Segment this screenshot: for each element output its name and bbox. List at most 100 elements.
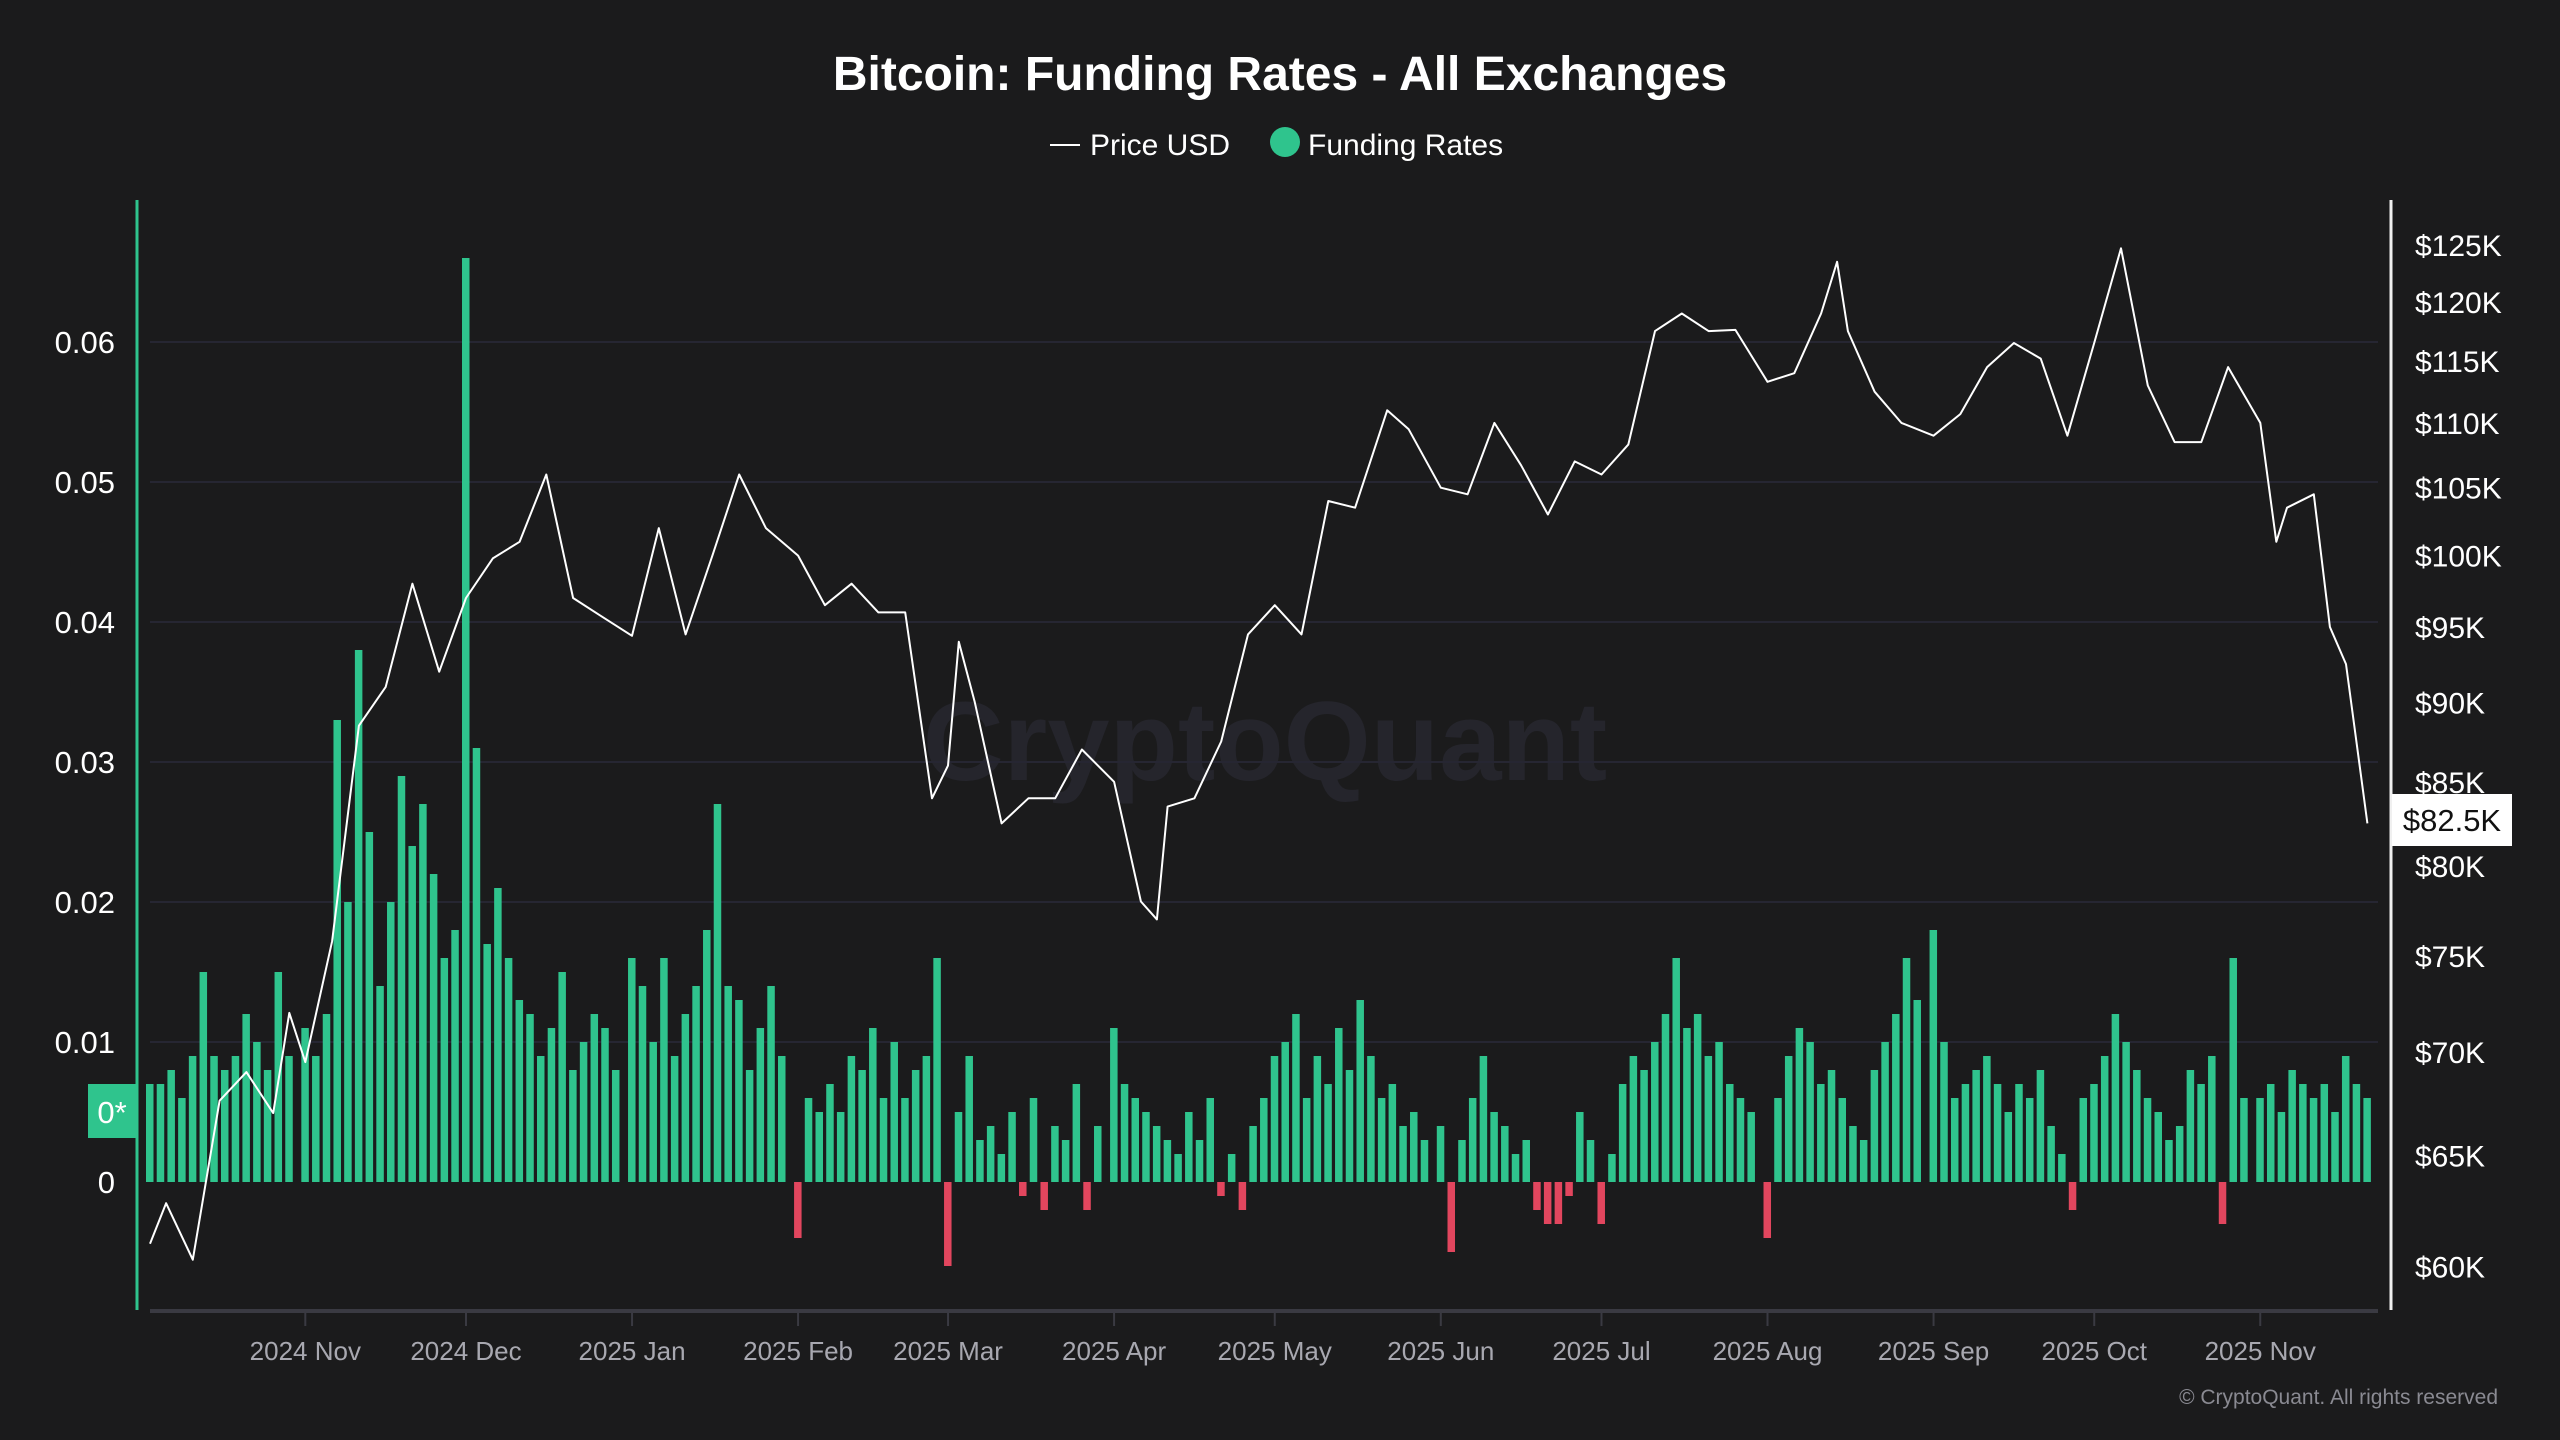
x-axis-ticks: 2024 Nov 2024 Dec 2025 Jan 2025 Feb 2025 Mar… <box>250 1313 2316 1366</box>
funding-bar <box>1040 1182 1048 1210</box>
funding-bar <box>804 1098 813 1182</box>
funding-bar <box>1356 1000 1364 1182</box>
legend: Price USD Funding Rates <box>1050 127 1503 162</box>
x-tick-label: 2025 Apr <box>1062 1336 1166 1366</box>
funding-bar <box>156 1084 165 1182</box>
funding-bar <box>2025 1098 2034 1182</box>
current-price-marker: $82.5K <box>2392 794 2512 846</box>
right-tick-label: $65K <box>2415 1140 2485 1173</box>
x-tick-label: 2025 Aug <box>1713 1336 1823 1366</box>
funding-bar <box>451 930 459 1182</box>
funding-bar <box>1302 1098 1311 1182</box>
funding-bar <box>815 1112 823 1182</box>
funding-bar <box>199 972 208 1182</box>
funding-bar <box>778 1056 786 1182</box>
funding-bar <box>2309 1098 2318 1182</box>
funding-bar <box>579 1042 588 1182</box>
funding-bar <box>263 1070 272 1182</box>
funding-bar <box>1008 1112 1016 1182</box>
funding-bar <box>638 986 647 1182</box>
right-tick-label: $115K <box>2415 346 2500 379</box>
funding-bar <box>2186 1070 2195 1182</box>
funding-bar <box>1185 1112 1193 1182</box>
funding-bar <box>869 1028 877 1182</box>
funding-bar <box>312 1056 320 1182</box>
funding-bar <box>2320 1084 2329 1182</box>
funding-bar <box>1704 1056 1713 1182</box>
funding-bar <box>933 958 941 1182</box>
funding-bar <box>1479 1056 1488 1182</box>
funding-bar <box>890 1042 898 1182</box>
current-funding-label: 0* <box>97 1095 126 1130</box>
funding-bar <box>1715 1042 1723 1182</box>
chart-title: Bitcoin: Funding Rates - All Exchanges <box>833 48 1727 101</box>
funding-bar <box>1420 1140 1429 1182</box>
funding-bar <box>1940 1042 1948 1182</box>
funding-bar <box>547 1028 556 1182</box>
funding-bar <box>997 1154 1006 1182</box>
funding-bar <box>504 958 513 1182</box>
funding-bar <box>1072 1084 1081 1182</box>
left-axis-ticks: 0 0.01 0.02 0.03 0.04 0.05 0.06 <box>55 325 115 1200</box>
right-tick-label: $90K <box>2415 687 2485 720</box>
funding-bar <box>408 846 416 1182</box>
right-tick-label: $110K <box>2415 408 2500 441</box>
funding-bar <box>2363 1098 2371 1182</box>
funding-bar <box>670 1056 679 1182</box>
funding-bar <box>1640 1070 1648 1182</box>
funding-bar <box>628 958 636 1182</box>
current-price-box <box>2392 794 2512 846</box>
funding-bar <box>1565 1182 1573 1196</box>
funding-bar <box>649 1042 657 1182</box>
current-funding-box <box>88 1084 137 1138</box>
funding-bar <box>858 1070 866 1182</box>
funding-bar <box>2266 1084 2275 1182</box>
funding-bar <box>2197 1084 2205 1182</box>
funding-bar <box>2058 1154 2066 1182</box>
funding-bar <box>1410 1112 1418 1182</box>
left-tick-label: 0.02 <box>55 885 115 920</box>
funding-bar <box>1859 1140 1868 1182</box>
funding-bar <box>1806 1042 1814 1182</box>
funding-bar <box>1019 1182 1027 1196</box>
funding-bar <box>2047 1126 2055 1182</box>
current-funding-marker: 0* <box>88 1084 137 1138</box>
funding-bar <box>713 804 722 1182</box>
funding-bar <box>1576 1112 1584 1182</box>
funding-bar <box>1736 1098 1745 1182</box>
funding-bar <box>1629 1056 1638 1182</box>
funding-bar <box>2229 958 2237 1182</box>
funding-bar <box>2111 1014 2120 1182</box>
funding-bar <box>681 1014 690 1182</box>
funding-bar <box>1511 1154 1520 1182</box>
funding-bar <box>2256 1098 2264 1182</box>
x-tick-label: 2025 Mar <box>893 1336 1003 1366</box>
funding-bar <box>344 902 352 1182</box>
funding-bar <box>1458 1140 1466 1182</box>
funding-bar <box>1961 1084 1970 1182</box>
right-tick-label: $70K <box>2415 1037 2485 1070</box>
funding-bar <box>472 748 481 1182</box>
funding-bar <box>376 986 384 1182</box>
funding-bar <box>146 1084 154 1182</box>
funding-bar <box>515 1000 524 1182</box>
funding-bar <box>1094 1126 1102 1182</box>
x-tick-label: 2024 Dec <box>410 1336 521 1366</box>
legend-item-funding[interactable]: Funding Rates <box>1270 127 1503 162</box>
funding-bar <box>494 888 502 1182</box>
funding-bar <box>1929 930 1938 1182</box>
funding-bar <box>1881 1042 1889 1182</box>
funding-bar <box>1902 958 1911 1182</box>
funding-bar <box>167 1070 175 1182</box>
funding-bar <box>2090 1084 2098 1182</box>
funding-bar <box>1817 1084 1825 1182</box>
funding-bar <box>1313 1056 1322 1182</box>
funding-bar <box>836 1112 845 1182</box>
funding-bar <box>387 902 395 1182</box>
funding-bar <box>1983 1056 1991 1182</box>
legend-item-price[interactable]: Price USD <box>1050 129 1230 162</box>
funding-bar <box>333 720 341 1182</box>
funding-bar <box>1174 1154 1182 1182</box>
funding-bar <box>2100 1056 2109 1182</box>
